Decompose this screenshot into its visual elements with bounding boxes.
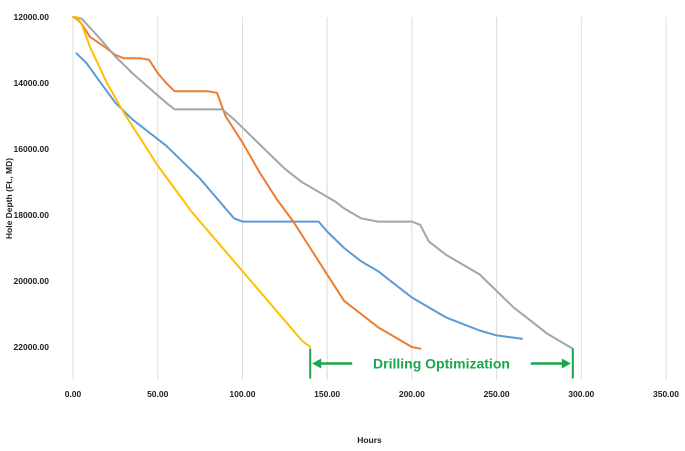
x-tick-label: 200.00: [399, 389, 425, 399]
annotation-right-arrowhead: [561, 358, 571, 369]
annotation-left-arrowhead: [312, 358, 322, 369]
series-line-2: [72, 16, 422, 350]
y-axis-label: Hole Depth (Ft., MD): [4, 158, 14, 239]
grid-layer: [72, 17, 667, 380]
y-tick-label: 16000.00: [14, 144, 50, 154]
x-tick-label: 250.00: [484, 389, 510, 399]
x-tick-label: 100.00: [229, 389, 255, 399]
y-tick-labels: 12000.00 14000.00 16000.00 18000.00 20000.00…: [14, 12, 50, 352]
y-tick-label: 12000.00: [14, 12, 50, 22]
y-tick-label: 18000.00: [14, 210, 50, 220]
y-tick-label: 14000.00: [14, 78, 50, 88]
series-line-1: [75, 52, 523, 340]
x-tick-label: 300.00: [568, 389, 594, 399]
x-tick-label: 350.00: [653, 389, 679, 399]
y-tick-label: 20000.00: [14, 276, 50, 286]
series-line-3: [72, 16, 574, 350]
x-axis-label: Hours: [357, 435, 382, 445]
series-layer: [72, 16, 574, 350]
x-tick-labels: 0.00 50.00 100.00 150.00 200.00 250.00 300.00 3…: [65, 389, 680, 399]
annotation-label: Drilling Optimization: [373, 356, 510, 372]
x-tick-label: 150.00: [314, 389, 340, 399]
x-tick-label: 50.00: [147, 389, 169, 399]
annotation-layer: Drilling Optimization: [309, 348, 574, 379]
series-line-4: [72, 16, 312, 348]
y-tick-label: 22000.00: [14, 342, 50, 352]
x-tick-label: 0.00: [65, 389, 82, 399]
